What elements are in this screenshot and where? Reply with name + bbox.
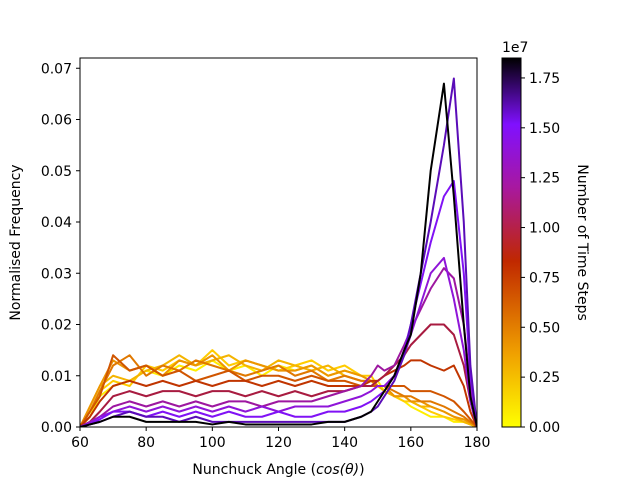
colorbar-tick-label: 0.00 (529, 420, 560, 436)
y-tick-label: 0.02 (41, 318, 72, 334)
x-tick-label: 180 (464, 435, 491, 451)
x-axis-label: Nunchuck Angle (cos(θ)) (192, 462, 364, 478)
y-tick-label: 0.07 (41, 61, 72, 77)
series-line-4 (80, 354, 477, 427)
colorbar (501, 57, 522, 428)
series-line-10 (80, 180, 477, 427)
y-tick-label: 0.04 (41, 215, 72, 231)
x-tick-label: 160 (397, 435, 424, 451)
y-tick-label: 0.00 (41, 420, 72, 436)
y-tick-label: 0.03 (41, 266, 72, 282)
series-line-12 (80, 82, 477, 427)
plot-lines (80, 77, 477, 427)
x-tick-label: 80 (137, 435, 155, 451)
x-tick-label: 60 (71, 435, 89, 451)
y-tick-label: 0.05 (41, 164, 72, 180)
colorbar-label: Number of Time Steps (574, 164, 590, 321)
plot-frame (79, 57, 478, 428)
series-line-9 (80, 256, 477, 427)
series-line-5 (80, 354, 477, 427)
series-line-7 (80, 323, 477, 427)
colorbar-tick-label: 0.50 (529, 320, 560, 336)
x-tick-label: 120 (265, 435, 292, 451)
colorbar-ticks: 0.00 0.25 0.50 0.75 1.00 1.25 1.50 1.75 (521, 71, 560, 436)
colorbar-tick-label: 1.00 (529, 221, 560, 237)
series-line-11 (80, 77, 477, 427)
x-tick-label: 140 (331, 435, 358, 451)
x-tick-label: 100 (199, 435, 226, 451)
series-line-8 (80, 267, 477, 427)
colorbar-tick-label: 1.50 (529, 121, 560, 137)
x-axis: 60 80 100 120 140 160 180 (71, 427, 490, 451)
y-tick-label: 0.01 (41, 369, 72, 385)
series-line-6 (80, 359, 477, 427)
colorbar-tick-label: 1.25 (529, 171, 560, 187)
colorbar-tick-label: 0.25 (529, 370, 560, 386)
colorbar-tick-label: 1.75 (529, 71, 560, 87)
y-axis-label: Normalised Frequency (8, 164, 24, 320)
y-tick-label: 0.06 (41, 113, 72, 129)
colorbar-tick-label: 0.75 (529, 270, 560, 286)
colorbar-offset-label: 1e7 (502, 40, 528, 56)
y-axis: 0.00 0.01 0.02 0.03 0.04 0.05 0.06 0.07 (41, 61, 80, 436)
